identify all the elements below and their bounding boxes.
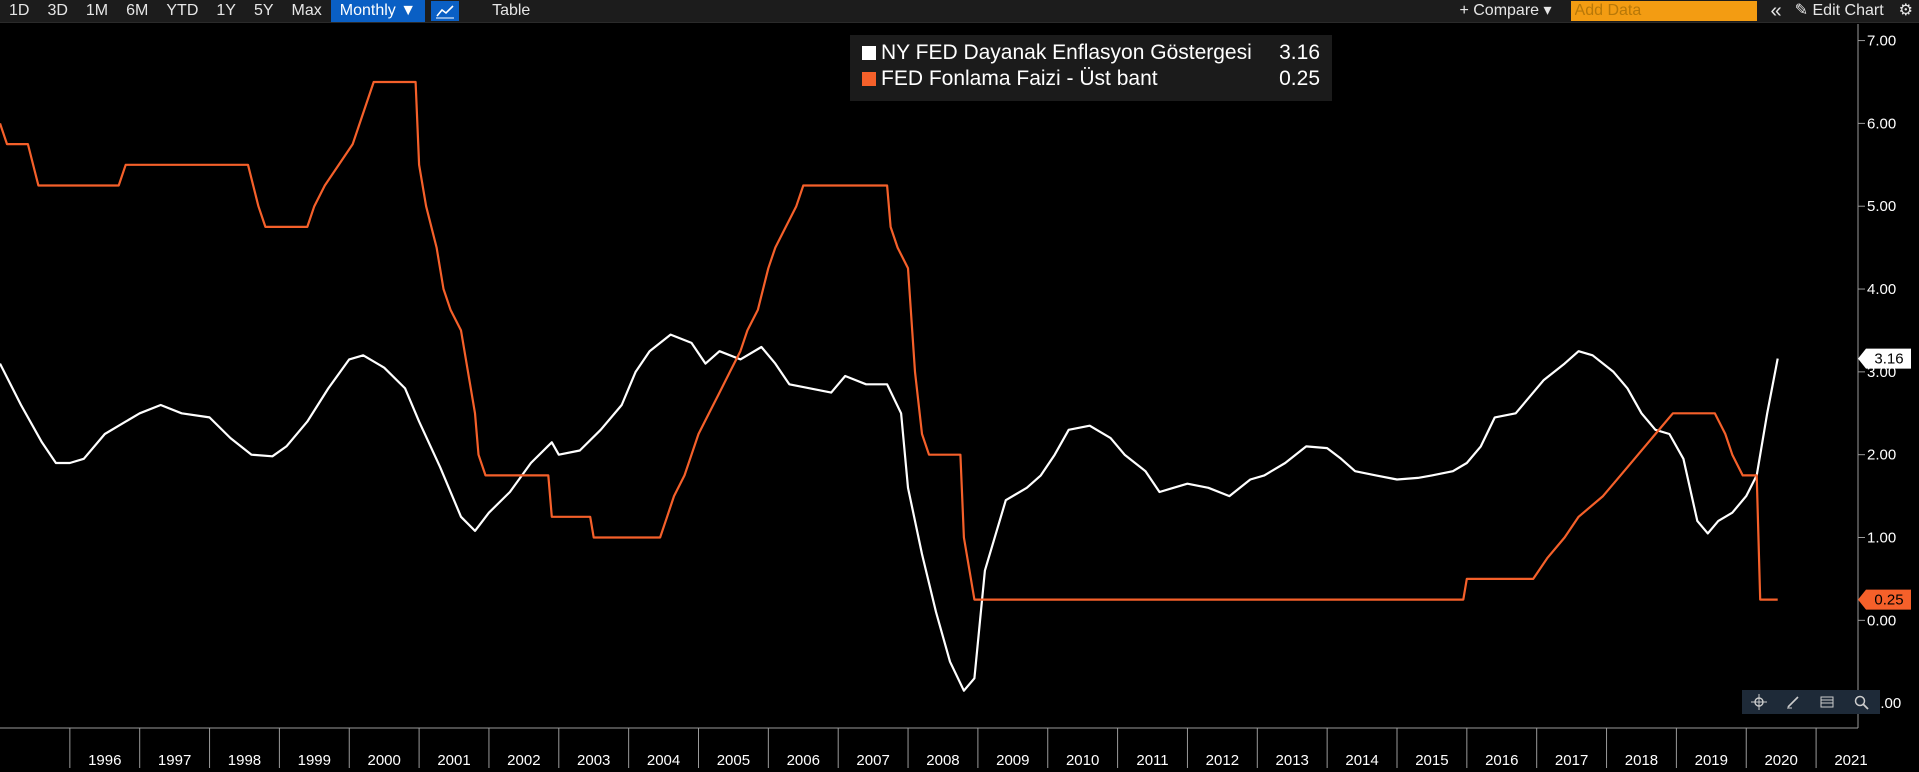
series-line-0 — [0, 333, 1779, 692]
x-tick-label: 2005 — [717, 752, 750, 769]
range-button-5y[interactable]: 5Y — [253, 2, 274, 19]
crosshair-icon[interactable] — [1742, 690, 1776, 714]
add-data-input[interactable] — [1570, 1, 1757, 21]
x-tick-label: 1997 — [158, 752, 191, 769]
table-button[interactable]: Table — [492, 2, 531, 19]
edit-chart-button[interactable]: ✎ Edit Chart — [1794, 2, 1884, 19]
chart-legend: NY FED Dayanak Enflasyon Göstergesi 3.16… — [850, 35, 1332, 101]
zoom-icon[interactable] — [1844, 690, 1878, 714]
range-button-ytd[interactable]: YTD — [166, 2, 199, 19]
x-tick-label: 2018 — [1625, 752, 1658, 769]
x-tick-label: 2014 — [1345, 752, 1378, 769]
legend-swatch-white — [862, 46, 876, 60]
x-tick-label: 2013 — [1276, 752, 1309, 769]
x-tick-label: 2019 — [1695, 752, 1728, 769]
y-tick-label: 1.00 — [1867, 530, 1896, 547]
legend-entry-fed-funds[interactable]: FED Fonlama Faizi - Üst bant — [862, 67, 1158, 91]
legend-entry-core-inflation[interactable]: NY FED Dayanak Enflasyon Göstergesi — [862, 41, 1252, 65]
y-tick-label: 4.00 — [1867, 281, 1896, 298]
x-tick-label: 1998 — [228, 752, 261, 769]
x-tick-label: 2017 — [1555, 752, 1588, 769]
range-button-1m[interactable]: 1M — [85, 2, 109, 19]
x-tick-label: 2000 — [367, 752, 400, 769]
legend-value: 3.16 — [1279, 41, 1320, 64]
x-tick-label: 2007 — [856, 752, 889, 769]
legend-label: NY FED Dayanak Enflasyon Göstergesi — [881, 41, 1252, 64]
settings-gear-icon[interactable]: ⚙ — [1898, 2, 1913, 19]
last-value-label: 3.16 — [1874, 351, 1903, 368]
x-tick-label: 2004 — [647, 752, 680, 769]
x-tick-label: 2009 — [996, 752, 1029, 769]
x-tick-label: 2002 — [507, 752, 540, 769]
x-tick-label: 2015 — [1415, 752, 1448, 769]
last-value-tag-bg — [1858, 348, 1911, 369]
range-button-max[interactable]: Max — [291, 2, 322, 19]
y-tick-label: 2.00 — [1867, 447, 1896, 464]
line-chart-icon[interactable] — [431, 1, 460, 21]
x-tick-label: 2001 — [437, 752, 470, 769]
x-tick-label: 1999 — [298, 752, 331, 769]
range-button-6m[interactable]: 6M — [126, 2, 149, 19]
x-tick-label: 2021 — [1834, 752, 1867, 769]
draw-icon[interactable] — [1776, 690, 1810, 714]
range-button-1y[interactable]: 1Y — [216, 2, 236, 19]
x-tick-label: 2006 — [787, 752, 820, 769]
y-tick-label: 0.00 — [1867, 612, 1896, 629]
table-icon[interactable] — [1810, 690, 1844, 714]
x-tick-label: 2020 — [1764, 752, 1797, 769]
last-value-tag-0: 3.16 — [1858, 348, 1911, 369]
x-tick-label: 2012 — [1206, 752, 1239, 769]
range-buttons: 1D 3D 1M 6M YTD 1Y 5Y Max — [0, 0, 331, 22]
x-tick-label: 2016 — [1485, 752, 1518, 769]
x-tick-label: 2003 — [577, 752, 610, 769]
x-tick-label: 2011 — [1136, 752, 1168, 769]
y-tick-label: 6.00 — [1867, 115, 1896, 132]
range-button-1d[interactable]: 1D — [9, 2, 30, 19]
y-tick-label: 5.00 — [1867, 198, 1896, 215]
x-tick-label: 1996 — [88, 752, 121, 769]
legend-swatch-orange — [862, 72, 876, 86]
last-value-label: 0.25 — [1874, 592, 1903, 609]
frequency-dropdown[interactable]: Monthly ▼ — [330, 0, 426, 22]
last-value-tag-1: 0.25 — [1858, 589, 1911, 610]
chart-toolbar: 1D 3D 1M 6M YTD 1Y 5Y Max Monthly ▼ Table + Com… — [0, 0, 1919, 23]
legend-label: FED Fonlama Faizi - Üst bant — [881, 67, 1158, 90]
range-button-3d[interactable]: 3D — [47, 2, 68, 19]
compare-button[interactable]: + Compare ▾ — [1459, 2, 1552, 19]
x-tick-label: 2010 — [1066, 752, 1099, 769]
x-tick-label: 2008 — [926, 752, 959, 769]
collapse-icon[interactable]: « — [1770, 0, 1782, 22]
legend-value: 0.25 — [1279, 67, 1320, 90]
y-tick-label: 7.00 — [1867, 33, 1896, 50]
series-line-1 — [0, 80, 1778, 601]
last-value-tag-bg — [1858, 589, 1911, 610]
chart-tools — [1742, 690, 1880, 714]
